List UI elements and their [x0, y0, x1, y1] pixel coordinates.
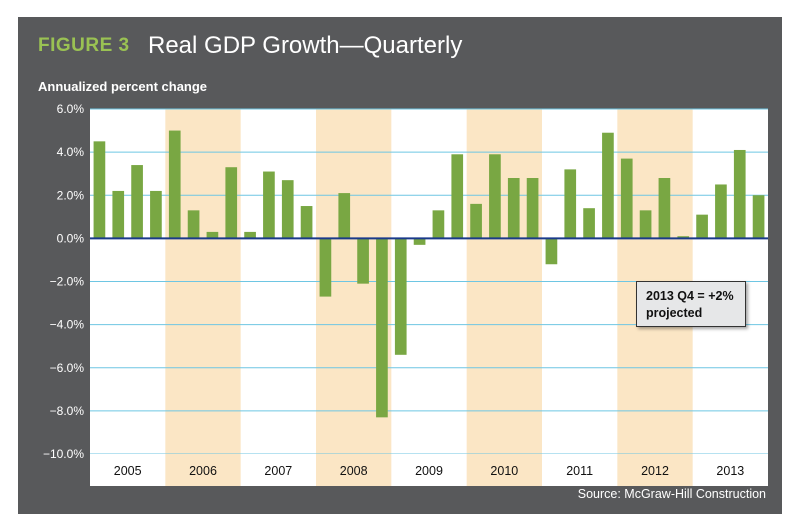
bar: [187, 210, 200, 239]
x-tick-label: 2013: [716, 464, 744, 478]
y-tick-label: 6.0%: [57, 102, 85, 116]
bar-chart: 6.0% 4.0% 2.0% 0.0% −2.0% −4.0% −6.0% −8.0% −10.…: [43, 102, 768, 486]
x-tick-label: 2008: [340, 464, 368, 478]
bar: [545, 238, 558, 265]
x-tick-label: 2010: [490, 464, 518, 478]
bar: [451, 154, 464, 239]
x-tick-label: 2012: [641, 464, 669, 478]
x-tick-label: 2005: [114, 464, 142, 478]
x-tick-label: 2006: [189, 464, 217, 478]
bar-layer: [90, 130, 768, 418]
bar: [112, 190, 125, 239]
bar: [470, 203, 482, 239]
bar: [583, 208, 595, 239]
bar: [733, 149, 746, 239]
bar: [507, 178, 520, 239]
y-tick-label: 4.0%: [57, 145, 85, 159]
x-tick-label: 2007: [264, 464, 292, 478]
year-shade-label-2008: [316, 454, 392, 486]
x-tick-label: 2011: [566, 464, 593, 478]
projection-annotation: 2013 Q4 = +2% projected: [636, 281, 746, 327]
source-note: Source: McGraw-Hill Construction: [577, 487, 766, 501]
bar: [489, 154, 501, 239]
x-tick-label: 2009: [415, 464, 443, 478]
bar: [281, 180, 294, 239]
year-shade-label-2012: [617, 454, 693, 486]
y-tick-label: −6.0%: [50, 361, 85, 375]
bar: [263, 171, 275, 239]
y-tick-layer: 6.0% 4.0% 2.0% 0.0% −2.0% −4.0% −6.0% −8.0% −10.…: [43, 102, 84, 461]
bar: [319, 238, 332, 297]
bar: [394, 238, 407, 355]
bar: [677, 236, 690, 239]
bar: [338, 193, 351, 239]
annotation-line-2: projected: [646, 306, 703, 320]
bar: [357, 238, 369, 284]
y-tick-label: −8.0%: [50, 404, 85, 418]
bar: [206, 231, 219, 239]
y-tick-label: −4.0%: [50, 318, 85, 332]
bar: [432, 210, 445, 239]
bar: [225, 167, 238, 239]
y-tick-label: 2.0%: [57, 188, 85, 202]
bar: [376, 238, 388, 418]
bar: [413, 238, 426, 245]
bar: [715, 184, 727, 239]
bar: [300, 206, 313, 239]
bar: [620, 158, 633, 239]
y-tick-label: −10.0%: [43, 447, 84, 461]
bar: [639, 210, 652, 239]
y-tick-label: 0.0%: [57, 231, 85, 245]
y-tick-label: −2.0%: [50, 275, 85, 289]
bar: [564, 169, 577, 239]
bar: [658, 178, 671, 239]
bar: [602, 132, 614, 239]
bar: [131, 165, 143, 239]
bar: [526, 178, 539, 239]
bar: [150, 190, 162, 239]
bar: [244, 231, 256, 239]
figure-frame: FIGURE 3 Real GDP Growth—Quarterly Annua…: [18, 17, 782, 514]
year-shade-label-2006: [165, 454, 241, 486]
x-tick-layer: 2005 2006 2007 2008 2009 2010 2011 2012 2013: [90, 454, 768, 486]
figure-label: FIGURE 3: [38, 35, 130, 56]
bar: [696, 214, 708, 239]
chart-title: Real GDP Growth—Quarterly: [148, 32, 463, 59]
year-shade-label-2010: [466, 454, 542, 486]
y-axis-label: Annualized percent change: [38, 79, 208, 94]
bar: [752, 195, 765, 239]
bar: [93, 141, 106, 239]
annotation-line-1: 2013 Q4 = +2%: [646, 289, 734, 303]
bar: [168, 130, 181, 239]
